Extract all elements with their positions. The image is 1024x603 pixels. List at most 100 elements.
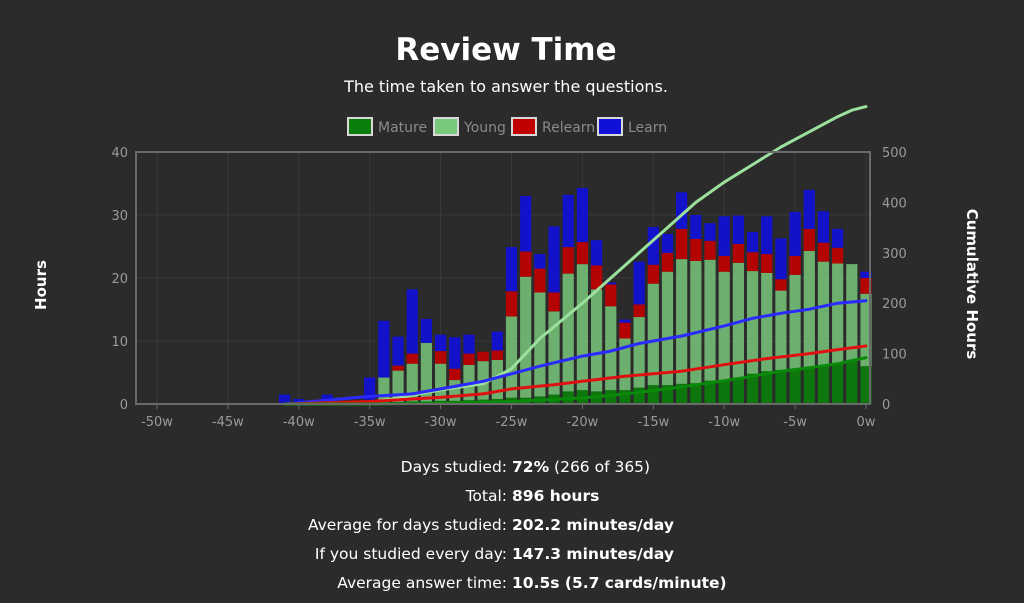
x-tick-label: -10w — [708, 415, 740, 430]
bar-young — [605, 306, 617, 391]
bar-young — [520, 276, 532, 398]
bar-learn — [364, 377, 376, 402]
stat-row: Total: 896 hours — [0, 481, 1024, 510]
chart-grid — [136, 151, 870, 405]
bar-young — [491, 359, 503, 399]
x-tick-label: -15w — [637, 415, 669, 430]
bar-learn — [463, 334, 475, 354]
bar-young — [505, 316, 518, 398]
cumulative-lines — [283, 105, 868, 406]
bar-learn — [661, 233, 674, 253]
bar-relearn — [817, 242, 830, 262]
bar-learn — [576, 187, 588, 243]
bar-young — [534, 292, 546, 397]
x-tick-label: -45w — [212, 415, 244, 430]
bar-relearn — [463, 353, 475, 365]
stat-label: Average answer time: — [337, 573, 507, 592]
bar-learn — [279, 394, 291, 404]
bar-young — [590, 289, 603, 392]
stats-table: Days studied: 72% (266 of 365) Total: 896 h… — [0, 452, 1024, 597]
bar-learn — [775, 238, 787, 280]
bar-learn — [562, 194, 574, 248]
bar-learn — [449, 337, 461, 369]
stat-value: 202.2 minutes/day — [512, 516, 1024, 534]
bar-relearn — [520, 251, 532, 277]
stat-label: Total: — [465, 486, 507, 505]
bar-relearn — [449, 368, 461, 381]
bar-young — [704, 259, 716, 381]
bar-learn — [633, 261, 645, 305]
bar-mature — [803, 367, 815, 404]
bar-learn — [832, 228, 844, 248]
bar-young — [392, 370, 404, 403]
x-tick-label: -25w — [496, 415, 528, 430]
bar-mature — [789, 369, 801, 404]
y-tick-label: 20 — [111, 272, 128, 287]
bar-learn — [605, 282, 617, 285]
stat-value: 72% (266 of 365) — [512, 458, 1024, 476]
chart-bars — [279, 187, 872, 404]
bar-young — [860, 293, 872, 367]
stat-value-bold: 72% — [512, 457, 550, 476]
bar-relearn — [775, 279, 787, 291]
bar-young — [420, 342, 433, 402]
bar-relearn — [718, 255, 730, 272]
bar-young — [435, 363, 447, 401]
bar-learn — [548, 226, 560, 293]
x-tick-label: -50w — [141, 415, 173, 430]
bar-relearn — [576, 242, 588, 265]
stat-row: Average for days studied: 202.2 minutes/d… — [0, 510, 1024, 539]
bar-mature — [732, 377, 744, 404]
bar-relearn — [619, 322, 631, 339]
bar-young — [576, 264, 588, 391]
bar-young — [775, 290, 787, 370]
bar-mature — [846, 361, 858, 404]
bar-relearn — [590, 265, 603, 290]
bar-relearn — [435, 351, 447, 364]
bar-young — [661, 271, 674, 386]
stat-row: If you studied every day: 147.3 minutes/d… — [0, 539, 1024, 568]
y2-tick-label: 100 — [882, 348, 907, 363]
stat-value: 147.3 minutes/day — [512, 545, 1024, 563]
bar-relearn — [803, 228, 815, 251]
bar-mature — [746, 373, 759, 404]
bar-relearn — [761, 254, 773, 273]
bar-relearn — [647, 264, 659, 284]
cumulative-line-learn — [283, 299, 868, 406]
stat-row: Average answer time: 10.5s (5.7 cards/min… — [0, 568, 1024, 597]
page-subtitle: The time taken to answer the questions. — [344, 77, 668, 96]
bar-relearn — [633, 304, 645, 318]
bar-learn — [420, 318, 433, 343]
bar-relearn — [548, 292, 560, 312]
bar-mature — [676, 383, 688, 404]
bar-young — [832, 263, 844, 365]
bar-relearn — [732, 243, 744, 263]
bar-mature — [605, 390, 617, 404]
bar-mature — [761, 371, 773, 404]
bar-mature — [832, 364, 844, 404]
bar-relearn — [392, 365, 404, 371]
bar-young — [746, 271, 759, 374]
y2-tick-label: 0 — [882, 398, 890, 413]
y2-tick-label: 300 — [882, 247, 907, 262]
bar-relearn — [746, 252, 759, 272]
x-tick-label: -20w — [566, 415, 598, 430]
bar-learn — [718, 216, 730, 256]
bar-young — [761, 272, 773, 372]
x-tick-label: 0w — [857, 415, 876, 430]
bar-relearn — [605, 284, 617, 307]
stat-value: 10.5s (5.7 cards/minute) — [512, 574, 1024, 592]
bar-mature — [817, 366, 830, 404]
x-tick-label: -35w — [354, 415, 386, 430]
x-tick-label: -5w — [783, 415, 807, 430]
bar-learn — [378, 320, 390, 378]
stat-value-bold: 202.2 minutes/day — [512, 515, 674, 534]
x-tick-label: -30w — [425, 415, 457, 430]
bar-young — [817, 261, 830, 367]
bar-young — [647, 283, 659, 386]
bar-relearn — [477, 351, 489, 362]
bar-learn — [803, 189, 815, 229]
bar-relearn — [789, 255, 801, 275]
y-axis-right: 0 100 200 300 400 500 — [882, 146, 907, 413]
y-axis-left: 0 10 20 30 40 — [111, 146, 128, 413]
